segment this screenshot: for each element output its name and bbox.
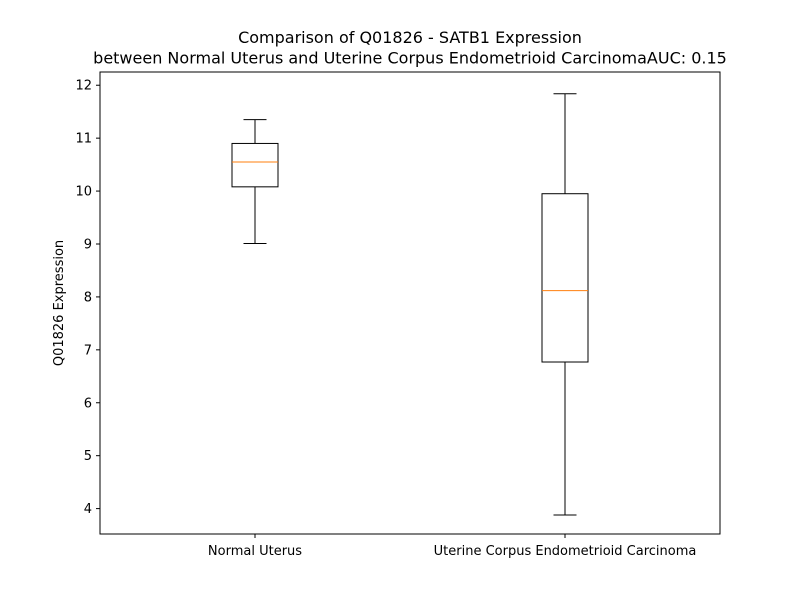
- y-tick-label: 6: [84, 396, 92, 411]
- box-2: [541, 93, 589, 516]
- box-1: [231, 119, 279, 244]
- y-axis-label: Q01826 Expression: [52, 240, 67, 366]
- y-axis: 4 5 6 7 8 9 10 11 12: [75, 79, 100, 517]
- iqr-box: [541, 193, 589, 363]
- y-tick-label: 4: [84, 502, 92, 517]
- y-tick-label: 8: [84, 290, 92, 305]
- x-tick-label: Uterine Corpus Endometrioid Carcinoma: [434, 544, 697, 559]
- y-tick-label: 12: [75, 79, 92, 94]
- y-tick-label: 9: [84, 237, 92, 252]
- iqr-box: [231, 142, 279, 188]
- y-tick-label: 10: [75, 185, 92, 200]
- axes-frame: [99, 71, 721, 535]
- y-tick-label: 11: [75, 132, 92, 147]
- chart-title-line1: Comparison of Q01826 - SATB1 Expression: [238, 28, 582, 47]
- chart-title-line2: between Normal Uterus and Uterine Corpus…: [93, 49, 727, 68]
- plot-area: [231, 93, 589, 516]
- y-tick-label: 7: [84, 343, 92, 358]
- y-tick-label: 5: [84, 449, 92, 464]
- x-tick-label: Normal Uterus: [208, 544, 302, 559]
- x-axis: Normal Uterus Uterine Corpus Endometrioid…: [208, 534, 696, 559]
